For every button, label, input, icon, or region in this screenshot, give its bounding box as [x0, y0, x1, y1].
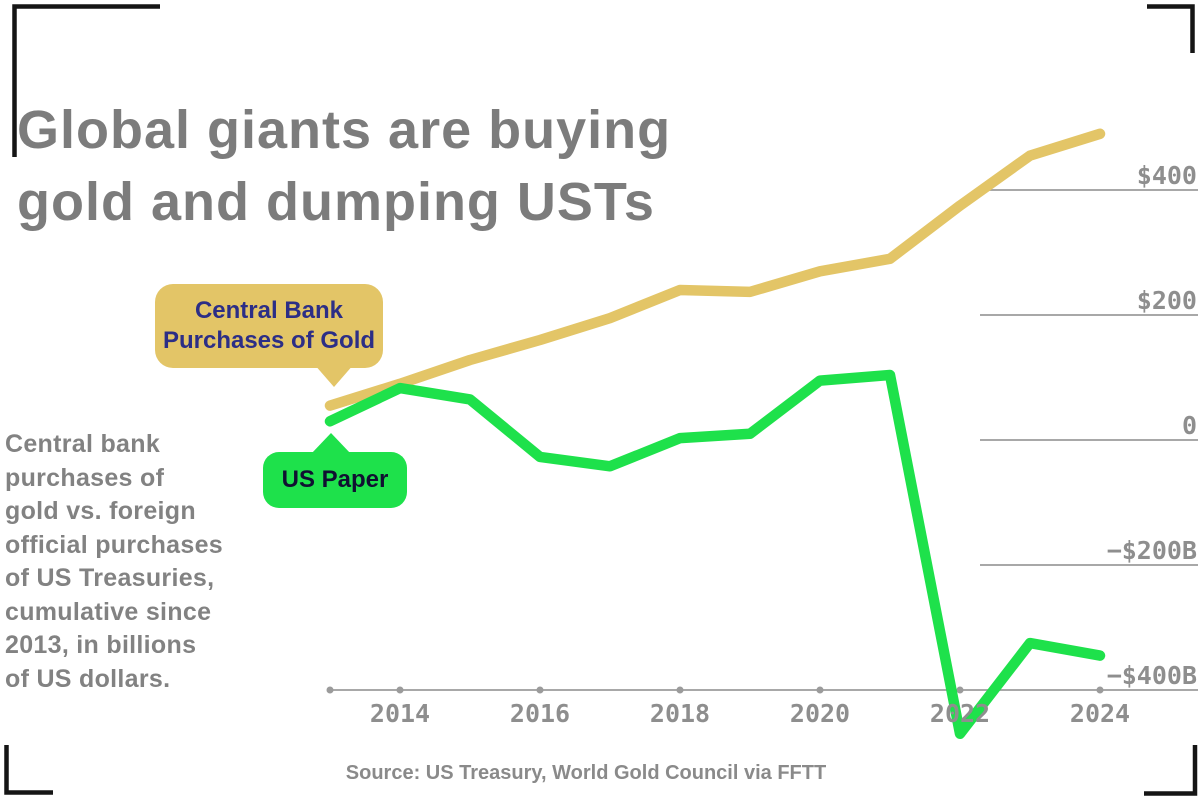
- x-axis-label-2016: 2016: [509, 699, 571, 728]
- us-paper-callout-pointer: [311, 433, 351, 454]
- y-axis-label-neg200: −$200B: [1106, 536, 1197, 565]
- gold-callout-bubble: [155, 284, 383, 387]
- axis-tick-dot: [536, 686, 544, 694]
- y-axis-label-0: 0: [1181, 411, 1197, 440]
- gold-callout-label: Central Bank Purchases of Gold: [162, 297, 376, 354]
- chart-title: Global giants are buying gold and dumpin…: [17, 100, 672, 232]
- x-axis-label-2022: 2022: [929, 699, 991, 728]
- gold-callout-box: [155, 284, 383, 368]
- gridlines: [330, 189, 1198, 691]
- y-axis-label-200: $200: [1136, 286, 1197, 315]
- us-paper-callout-bubble: [263, 433, 407, 508]
- chart-description: Central bank purchases of gold vs. forei…: [5, 430, 223, 693]
- us-paper-line: [324, 369, 1106, 740]
- x-axis-label-2014: 2014: [369, 699, 431, 728]
- gold-callout-pointer: [314, 364, 354, 387]
- x-axis-label-2024: 2024: [1069, 699, 1131, 728]
- crop-mark-bottom-right-icon: [1144, 745, 1198, 796]
- y-axis-label-400: $400: [1136, 161, 1197, 190]
- y-axis-label-neg400: −$400B: [1106, 661, 1197, 690]
- x-axis-label-2018: 2018: [649, 699, 711, 728]
- axis-tick-dot: [956, 686, 964, 694]
- gold-line: [324, 128, 1106, 411]
- crop-mark-top-right-icon: [1147, 4, 1195, 53]
- us-paper-callout-box: [263, 452, 407, 508]
- us-paper-callout-label: US Paper: [281, 466, 389, 493]
- axis-tick-dot: [1096, 686, 1104, 694]
- axis-tick-dot: [676, 686, 684, 694]
- x-axis-dots: [326, 686, 1104, 694]
- source-credit: Source: US Treasury, World Gold Council …: [345, 762, 827, 784]
- x-axis-label-2020: 2020: [789, 699, 851, 728]
- axis-tick-dot: [326, 686, 334, 694]
- crop-mark-top-left-icon: [12, 4, 160, 157]
- crop-mark-bottom-left-icon: [4, 745, 53, 795]
- axis-tick-dot: [816, 686, 824, 694]
- axis-tick-dot: [396, 686, 404, 694]
